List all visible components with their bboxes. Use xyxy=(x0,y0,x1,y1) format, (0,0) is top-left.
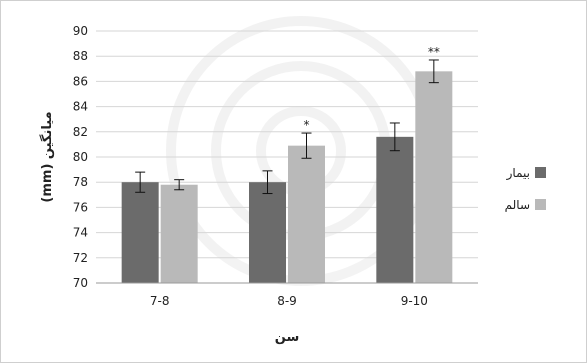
x-axis-categories: 7-8 8-9 9-10 xyxy=(150,294,428,308)
x-tick-label: 7-8 xyxy=(150,294,170,308)
bar xyxy=(249,182,286,283)
y-axis-ticks: 70 72 74 76 78 80 82 84 86 88 90 xyxy=(73,24,88,290)
x-axis-title: سن xyxy=(275,330,299,345)
legend-label: بیمار xyxy=(506,166,530,181)
legend: بیمار سالم xyxy=(505,166,546,212)
error-bars xyxy=(135,59,439,195)
bar xyxy=(160,184,198,283)
y-tick-label: 78 xyxy=(73,175,88,189)
y-axis-title: (mm) میانگین xyxy=(39,111,55,202)
y-tick-label: 86 xyxy=(73,74,88,88)
x-tick-label: 8-9 xyxy=(277,294,297,308)
y-tick-label: 70 xyxy=(73,276,88,290)
y-tick-label: 74 xyxy=(73,226,88,240)
bar xyxy=(376,136,414,283)
legend-swatch xyxy=(535,199,546,210)
y-tick-label: 80 xyxy=(73,150,88,164)
bar xyxy=(415,71,453,283)
legend-label: سالم xyxy=(505,198,530,212)
bar xyxy=(121,182,159,283)
x-tick-label: 9-10 xyxy=(401,294,428,308)
y-tick-label: 76 xyxy=(73,200,88,214)
bar xyxy=(288,145,325,283)
bars xyxy=(121,71,453,283)
significance-markers: *** xyxy=(304,45,440,132)
significance-marker: * xyxy=(304,118,310,132)
y-tick-label: 84 xyxy=(73,100,88,114)
y-tick-label: 90 xyxy=(73,24,88,38)
y-tick-label: 88 xyxy=(73,49,88,63)
y-tick-label: 82 xyxy=(73,125,88,139)
y-tick-label: 72 xyxy=(73,251,88,265)
legend-swatch xyxy=(535,167,546,178)
significance-marker: ** xyxy=(428,45,440,59)
